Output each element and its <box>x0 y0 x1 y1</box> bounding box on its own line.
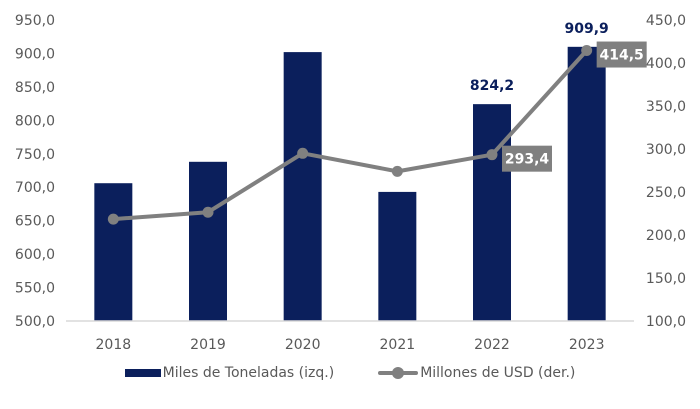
right-tick-label: 300,0 <box>646 142 686 158</box>
line-point-2021 <box>391 165 403 177</box>
legend-bar-swatch-icon <box>124 369 161 377</box>
line-path <box>111 48 589 222</box>
x-tick-label: 2020 <box>285 337 321 353</box>
x-tick-label: 2018 <box>96 337 132 353</box>
bar-2020 <box>283 52 322 322</box>
right-tick-label: 250,0 <box>646 185 686 201</box>
x-tick-label: 2021 <box>380 337 416 353</box>
left-tick-label: 550,0 <box>15 281 55 297</box>
x-axis: 2018 2019 2020 2021 2022 2023 <box>96 337 605 353</box>
left-tick-label: 700,0 <box>15 180 55 196</box>
line-data-label-box <box>596 41 647 68</box>
left-tick-label: 850,0 <box>15 80 55 96</box>
line-point-2018 <box>107 213 119 225</box>
line-point-2019 <box>202 206 214 218</box>
left-tick-label: 500,0 <box>15 314 55 330</box>
legend-item-usd: Millones de USD (der.) <box>378 365 575 381</box>
line-data-label: 414,5 <box>600 48 644 64</box>
x-tick-label: 2023 <box>569 337 605 353</box>
left-tick-label: 750,0 <box>15 147 55 163</box>
legend-line-marker-icon <box>378 367 419 379</box>
left-axis: 500,0 550,0 600,0 650,0 700,0 750,0 800,0 850,0… <box>15 13 55 330</box>
left-tick-label: 800,0 <box>15 113 55 129</box>
left-tick-label: 600,0 <box>15 247 55 263</box>
right-tick-label: 450,0 <box>646 13 686 29</box>
bar-2019 <box>189 161 227 321</box>
line-point-2020 <box>297 147 309 159</box>
left-tick-label: 900,0 <box>15 46 55 62</box>
data-labels: 824,2 909,9 293,4 414,5 <box>470 21 647 172</box>
bar-2018 <box>94 183 133 321</box>
legend-item-tonnes: Miles de Toneladas (izq.) <box>124 365 335 381</box>
bar-2022 <box>473 104 511 321</box>
x-tick-label: 2019 <box>190 337 226 353</box>
x-tick-label: 2022 <box>474 337 510 353</box>
legend-label-tonnes: Miles de Toneladas (izq.) <box>162 365 335 381</box>
right-tick-label: 100,0 <box>646 314 686 330</box>
left-tick-label: 650,0 <box>15 214 55 230</box>
line-point-2022 <box>486 149 498 161</box>
right-axis: 100,0 150,0 200,0 250,0 300,0 350,0 400,0 450,0 <box>646 13 686 330</box>
legend: Miles de Toneladas (izq.) Millones de US… <box>0 365 700 381</box>
bar-data-label: 909,9 <box>565 21 609 37</box>
right-tick-label: 150,0 <box>646 271 686 287</box>
line-point-2023 <box>581 45 593 57</box>
bar-2021 <box>378 191 417 321</box>
line-series <box>107 45 593 225</box>
legend-label-usd: Millones de USD (der.) <box>420 365 576 381</box>
bar-series <box>94 46 606 322</box>
bar-data-label: 824,2 <box>470 78 514 94</box>
combo-chart: 500,0 550,0 600,0 650,0 700,0 750,0 800,0 850,0… <box>15 13 686 353</box>
bar-2023 <box>567 46 606 321</box>
line-data-label-box <box>502 145 552 172</box>
right-tick-label: 200,0 <box>646 228 686 244</box>
right-tick-label: 350,0 <box>646 99 686 115</box>
right-tick-label: 400,0 <box>646 56 686 72</box>
line-data-label: 293,4 <box>505 152 550 168</box>
left-tick-label: 950,0 <box>15 13 55 29</box>
